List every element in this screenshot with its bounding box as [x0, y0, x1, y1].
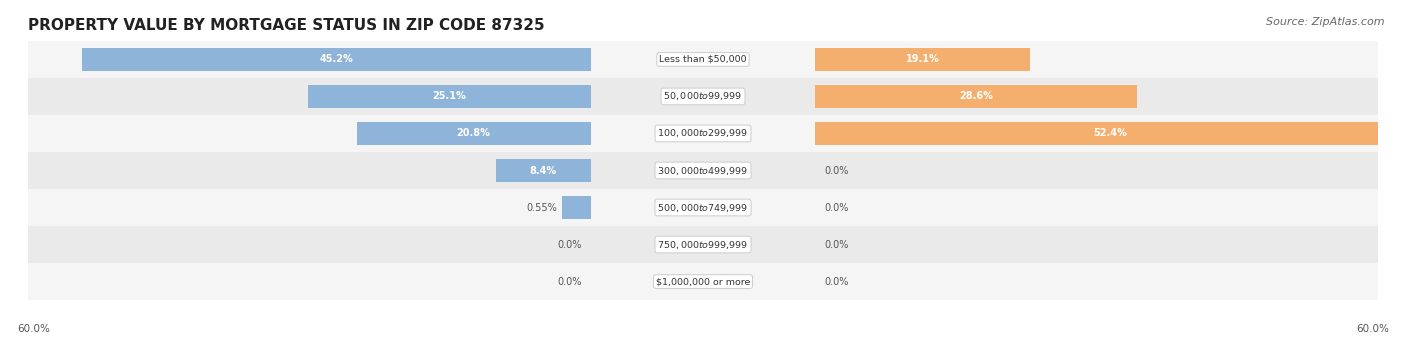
Bar — [562, 196, 591, 219]
Text: $50,000 to $99,999: $50,000 to $99,999 — [664, 90, 742, 102]
Text: 8.4%: 8.4% — [530, 165, 557, 176]
Bar — [815, 122, 1405, 145]
Text: 28.6%: 28.6% — [959, 91, 993, 102]
Text: $100,000 to $299,999: $100,000 to $299,999 — [658, 128, 748, 139]
Bar — [28, 41, 1378, 78]
Text: 60.0%: 60.0% — [17, 324, 49, 334]
Text: 0.55%: 0.55% — [526, 203, 557, 212]
Bar — [28, 189, 1378, 226]
Text: 0.0%: 0.0% — [824, 277, 849, 286]
Bar — [28, 263, 1378, 300]
Text: 0.0%: 0.0% — [824, 203, 849, 212]
Bar — [357, 122, 591, 145]
Bar — [815, 85, 1137, 108]
Bar — [28, 115, 1378, 152]
Bar — [28, 152, 1378, 189]
Text: 0.0%: 0.0% — [824, 165, 849, 176]
Text: Source: ZipAtlas.com: Source: ZipAtlas.com — [1267, 17, 1385, 27]
Text: 0.0%: 0.0% — [557, 277, 582, 286]
Text: $1,000,000 or more: $1,000,000 or more — [655, 277, 751, 286]
Bar — [82, 48, 591, 71]
Text: 52.4%: 52.4% — [1094, 129, 1128, 138]
Text: Less than $50,000: Less than $50,000 — [659, 55, 747, 64]
Text: 19.1%: 19.1% — [905, 55, 939, 64]
Text: 20.8%: 20.8% — [457, 129, 491, 138]
Bar — [308, 85, 591, 108]
Text: 60.0%: 60.0% — [1357, 324, 1389, 334]
Text: 25.1%: 25.1% — [433, 91, 467, 102]
Bar — [815, 48, 1031, 71]
Text: 0.0%: 0.0% — [824, 239, 849, 250]
Text: 45.2%: 45.2% — [319, 55, 353, 64]
Bar — [28, 226, 1378, 263]
Text: $300,000 to $499,999: $300,000 to $499,999 — [658, 164, 748, 177]
Text: $750,000 to $999,999: $750,000 to $999,999 — [658, 239, 748, 251]
Text: PROPERTY VALUE BY MORTGAGE STATUS IN ZIP CODE 87325: PROPERTY VALUE BY MORTGAGE STATUS IN ZIP… — [28, 18, 544, 33]
Text: 0.0%: 0.0% — [557, 239, 582, 250]
Bar — [28, 78, 1378, 115]
Text: $500,000 to $749,999: $500,000 to $749,999 — [658, 202, 748, 213]
Bar — [496, 159, 591, 182]
